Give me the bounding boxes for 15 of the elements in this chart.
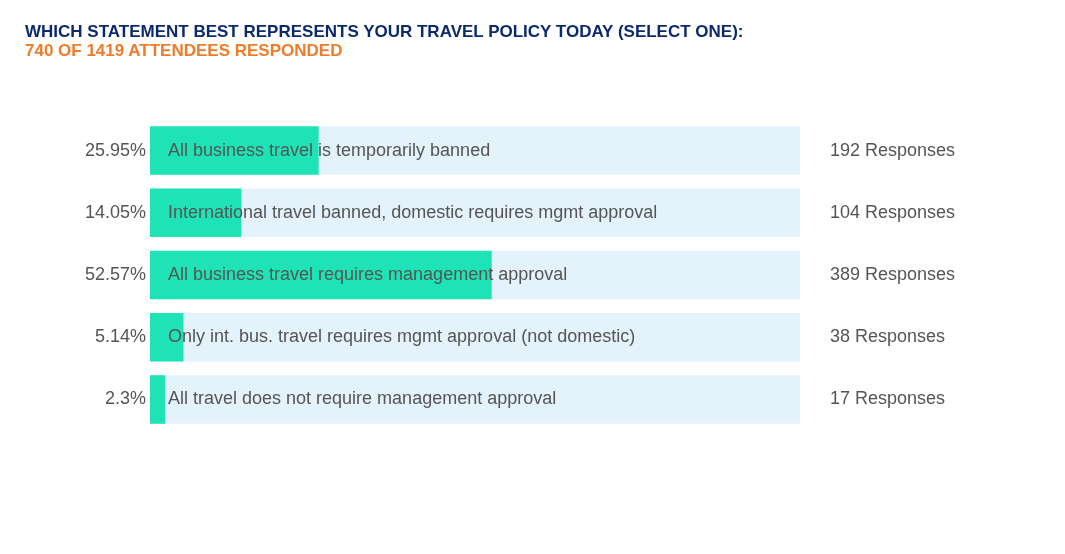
- text: 389 Responses: [830, 264, 956, 284]
- text: 17 Responses: [830, 388, 946, 409]
- text: 38 Responses: [830, 326, 946, 347]
- text: 192 Responses: [830, 139, 956, 160]
- text: 104 Responses: [830, 201, 956, 222]
- bar: [150, 375, 165, 424]
- data-label: 14.05%: [84, 201, 146, 222]
- y-tick-label: All business travel is temporarily banned: [168, 139, 491, 160]
- data-label: 25.95%: [84, 139, 146, 160]
- chart-subtitle: 740 OF 1419 ATTENDEES RESPONDED: [25, 41, 343, 60]
- data-label: 2.3%: [104, 388, 146, 409]
- chart-title: WHICH STATEMENT BEST REPRESENTS YOUR TRAVEL POLICY TODAY (SELECT ONE):: [25, 22, 744, 41]
- data-label: 5.14%: [94, 326, 146, 347]
- y-tick-label: All travel does not require management approval: [168, 388, 557, 409]
- data-label: 52.57%: [84, 264, 146, 284]
